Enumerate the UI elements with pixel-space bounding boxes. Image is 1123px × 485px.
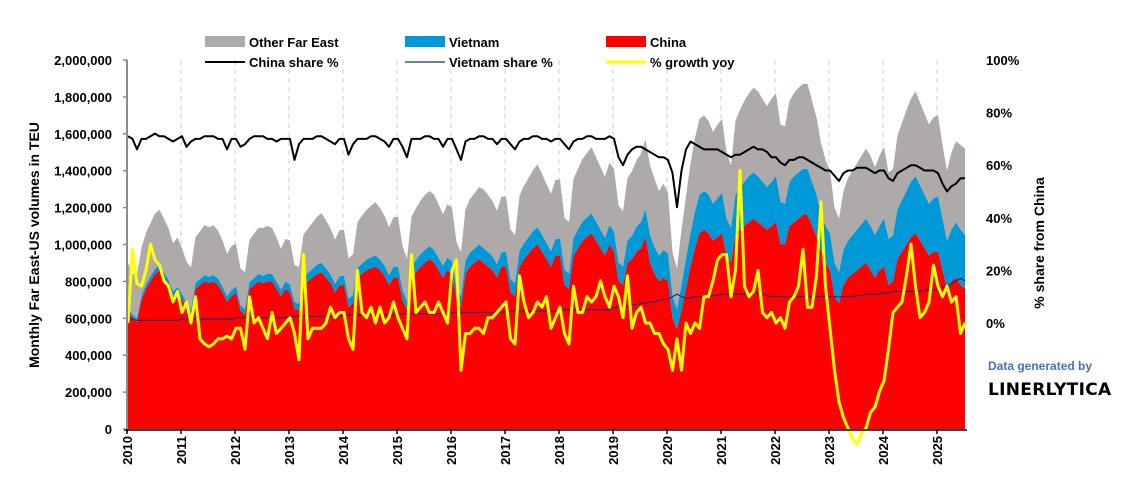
line-growth-yoy — [126, 169, 967, 446]
y-right-tick-label: 80% — [986, 106, 1012, 121]
legend-swatch-other — [205, 36, 245, 47]
credit-caption: Data generated by — [988, 359, 1093, 373]
x-tick-label: 2016 — [444, 436, 459, 465]
legend-item-china: China — [606, 35, 687, 50]
y-tick-label: 2,000,000 — [54, 53, 112, 68]
y-tick-label: 1,000,000 — [54, 238, 112, 253]
legend-label-china: China — [650, 35, 687, 50]
legend-item-china_share: China share % — [205, 55, 339, 70]
legend-label-other: Other Far East — [249, 35, 339, 50]
y-right-tick-label: 20% — [986, 263, 1012, 278]
share-lines — [126, 132, 967, 446]
x-tick-label: 2022 — [768, 436, 783, 465]
legend-label-vietnam: Vietnam — [449, 35, 499, 50]
x-tick-label: 2015 — [390, 436, 405, 465]
legend-item-vietnam: Vietnam — [405, 35, 499, 50]
y-tick-label: 1,200,000 — [54, 201, 112, 216]
y-axis-title-left: Monthly Far East-US volumes in TEU — [26, 122, 42, 368]
area-china — [128, 215, 965, 429]
y-tick-label: 400,000 — [65, 348, 112, 363]
legend-label-vietnam_share: Vietnam share % — [449, 55, 553, 70]
y-tick-label: 0 — [105, 422, 112, 437]
brand-logo-text: LINERLYTICA — [988, 380, 1112, 400]
legend-swatch-china — [606, 36, 646, 47]
y-tick-label: 1,400,000 — [54, 164, 112, 179]
x-tick-label: 2010 — [120, 436, 135, 465]
y-right-tick-label: 0% — [986, 316, 1005, 331]
legend: Other Far East Vietnam China China share % V… — [205, 35, 735, 70]
x-tick-label: 2014 — [336, 435, 351, 465]
line-china-share — [127, 132, 965, 209]
x-tick-label: 2023 — [822, 436, 837, 465]
x-tick-label: 2012 — [228, 436, 243, 465]
y-tick-label: 1,600,000 — [54, 127, 112, 142]
area-vietnam — [128, 168, 965, 330]
y-right-tick-label: 40% — [986, 211, 1012, 226]
y-tick-label: 800,000 — [65, 274, 112, 289]
legend-swatch-vietnam — [405, 36, 445, 47]
x-tick-label: 2019 — [606, 436, 621, 465]
area-other-far-east — [128, 84, 965, 319]
x-tick-label: 2013 — [282, 436, 297, 465]
x-tick-label: 2017 — [498, 436, 513, 465]
x-tick-label: 2025 — [930, 436, 945, 465]
stacked-areas — [128, 84, 965, 429]
x-tick-label: 2024 — [876, 435, 891, 465]
legend-item-other: Other Far East — [205, 35, 339, 50]
y-tick-label: 600,000 — [65, 311, 112, 326]
axes: 0 200,000 400,000 600,000 800,000 1,000,000 1,… — [54, 53, 1020, 465]
y-tick-label: 200,000 — [65, 385, 112, 400]
x-tick-label: 2018 — [552, 436, 567, 465]
x-tick-label: 2011 — [174, 436, 189, 464]
legend-label-growth: % growth yoy — [650, 55, 735, 70]
y-axis-title-right: % share from China — [1031, 177, 1047, 309]
y-right-tick-label: 60% — [986, 158, 1012, 173]
x-tick-label: 2020 — [660, 436, 675, 465]
legend-item-vietnam_share: Vietnam share % — [405, 55, 553, 70]
y-tick-label: 1,800,000 — [54, 90, 112, 105]
y-right-tick-label: 100% — [986, 53, 1020, 68]
x-tick-label: 2021 — [714, 436, 729, 465]
legend-item-growth: % growth yoy — [606, 55, 735, 70]
legend-label-china_share: China share % — [249, 55, 339, 70]
